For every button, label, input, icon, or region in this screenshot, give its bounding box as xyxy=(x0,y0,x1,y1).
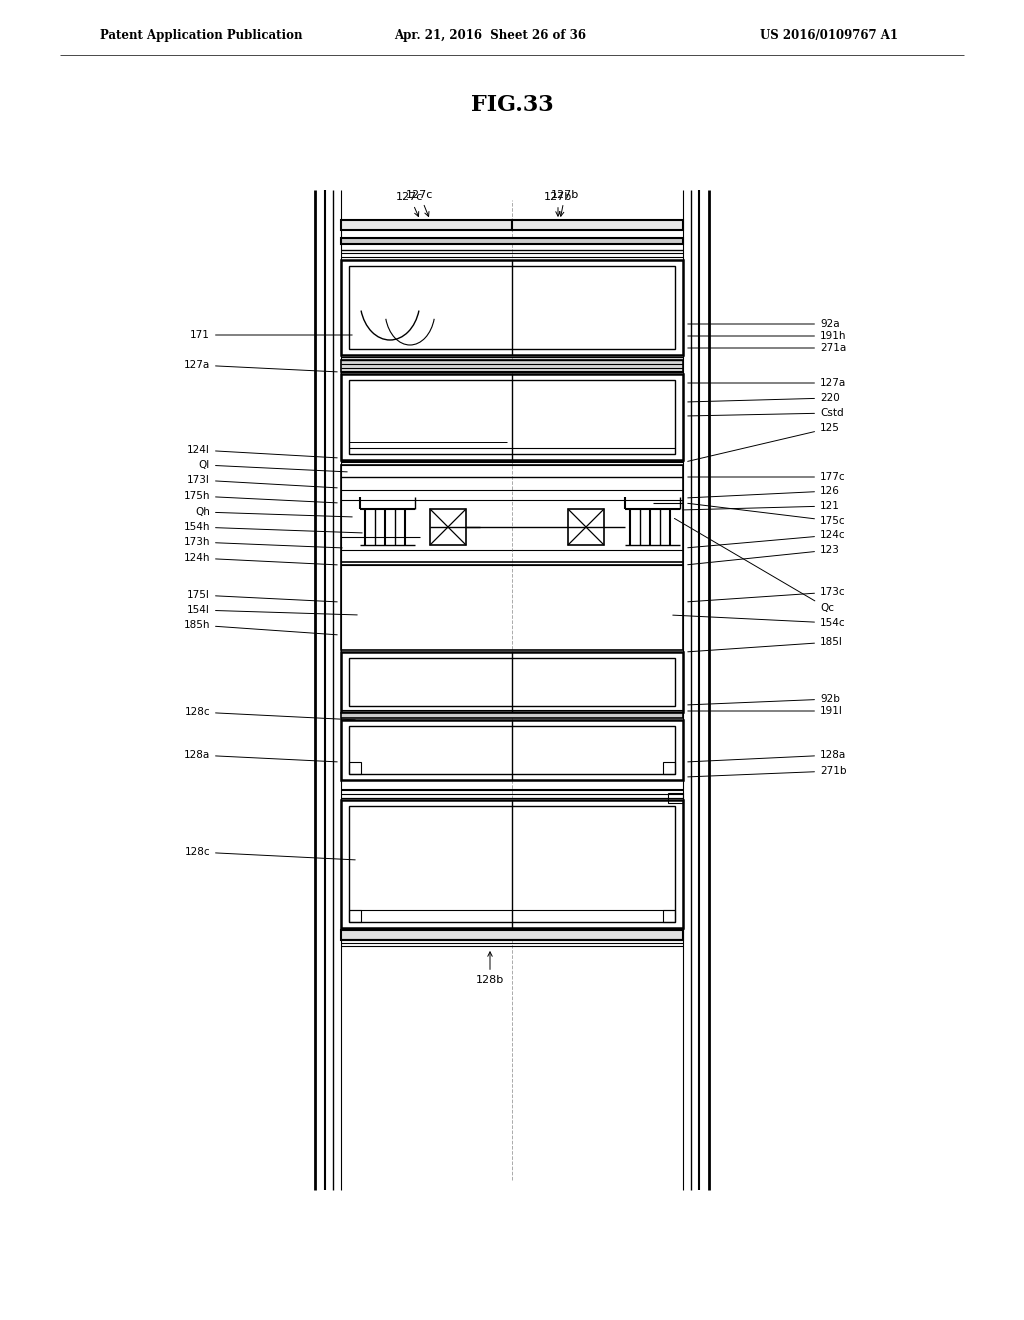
Bar xyxy=(663,909,675,921)
Text: Ql: Ql xyxy=(199,459,347,471)
Bar xyxy=(341,931,683,940)
Text: 173l: 173l xyxy=(187,475,337,488)
Text: 175l: 175l xyxy=(187,590,337,602)
Bar xyxy=(349,726,675,774)
Text: 123: 123 xyxy=(688,545,840,565)
Text: 191l: 191l xyxy=(688,706,843,715)
Bar xyxy=(349,909,361,921)
Bar xyxy=(341,360,683,372)
Bar xyxy=(349,657,675,706)
Text: 173c: 173c xyxy=(688,587,846,602)
Text: 124c: 124c xyxy=(688,531,846,548)
Bar xyxy=(341,374,683,459)
Text: 154l: 154l xyxy=(187,605,357,615)
Text: 124h: 124h xyxy=(183,553,337,565)
Text: 128b: 128b xyxy=(476,952,504,985)
Text: 128c: 128c xyxy=(184,847,355,859)
Text: Patent Application Publication: Patent Application Publication xyxy=(100,29,302,41)
Text: 127a: 127a xyxy=(183,360,337,372)
Text: FIG.33: FIG.33 xyxy=(471,94,553,116)
Bar xyxy=(341,800,683,928)
Text: 271a: 271a xyxy=(688,343,846,352)
Text: 124l: 124l xyxy=(187,445,337,458)
Text: 128a: 128a xyxy=(183,750,337,762)
Text: Cstd: Cstd xyxy=(688,408,844,418)
Bar xyxy=(341,713,683,718)
Bar xyxy=(512,220,683,230)
Text: 191h: 191h xyxy=(688,331,847,341)
Text: 171: 171 xyxy=(190,330,352,341)
Text: 127a: 127a xyxy=(688,378,846,388)
Text: 185h: 185h xyxy=(183,620,337,635)
Text: 154c: 154c xyxy=(673,615,846,628)
Text: 126: 126 xyxy=(688,486,840,498)
Text: 175c: 175c xyxy=(688,503,846,525)
Text: 177c: 177c xyxy=(688,473,846,482)
Text: 125: 125 xyxy=(688,422,840,462)
Text: Qh: Qh xyxy=(196,507,352,517)
Text: 173h: 173h xyxy=(183,537,342,548)
Bar xyxy=(341,652,683,711)
Bar xyxy=(341,465,683,649)
Text: 185l: 185l xyxy=(688,638,843,652)
Text: 127b: 127b xyxy=(551,190,580,216)
Text: 128c: 128c xyxy=(184,708,355,719)
Bar xyxy=(341,238,683,244)
Bar xyxy=(663,762,675,774)
Text: 121: 121 xyxy=(683,502,840,511)
Text: 127c: 127c xyxy=(407,190,434,216)
Bar xyxy=(349,762,361,774)
Bar xyxy=(668,793,683,803)
Text: Apr. 21, 2016  Sheet 26 of 36: Apr. 21, 2016 Sheet 26 of 36 xyxy=(394,29,586,41)
Text: US 2016/0109767 A1: US 2016/0109767 A1 xyxy=(760,29,898,41)
Text: 128a: 128a xyxy=(688,750,846,762)
Text: Qc: Qc xyxy=(675,519,834,612)
Text: 92b: 92b xyxy=(688,694,840,705)
Text: 154h: 154h xyxy=(183,521,362,533)
Bar xyxy=(341,260,683,355)
Bar xyxy=(349,380,675,454)
Text: 220: 220 xyxy=(688,393,840,403)
Bar xyxy=(341,719,683,780)
Bar xyxy=(430,510,466,545)
Text: 127b: 127b xyxy=(544,191,572,216)
Bar xyxy=(568,510,604,545)
Bar xyxy=(349,267,675,348)
Bar xyxy=(349,807,675,921)
Text: 127c: 127c xyxy=(396,191,424,216)
Text: 92a: 92a xyxy=(688,319,840,329)
Text: 175h: 175h xyxy=(183,491,337,503)
Text: 271b: 271b xyxy=(688,766,847,777)
Bar xyxy=(341,220,512,230)
